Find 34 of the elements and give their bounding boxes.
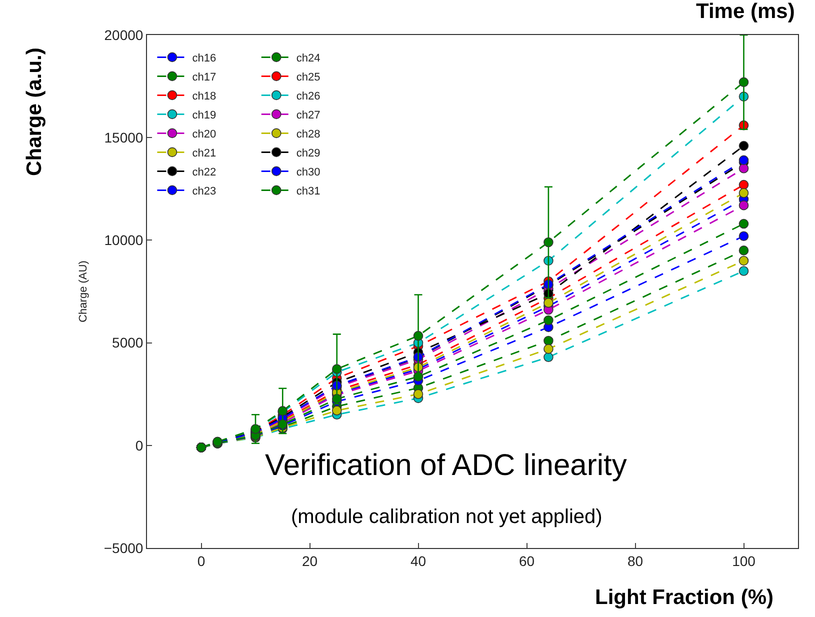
text: Time (ms) <box>696 0 795 23</box>
legend-label: ch25 <box>296 71 320 84</box>
y-tick-label: 5000 <box>112 334 144 351</box>
x-tick-label: 80 <box>627 552 644 569</box>
y-axis-title: Charge (AU) <box>78 260 90 322</box>
legend-label: ch30 <box>296 166 320 178</box>
x-tick-label: 0 <box>197 552 206 569</box>
y-tick-label: −5000 <box>104 540 144 556</box>
legend-label: ch27 <box>296 109 320 122</box>
legend-label: ch29 <box>296 147 320 160</box>
y-tick-label: 0 <box>135 437 144 454</box>
text: Charge (a.u.) <box>23 48 46 176</box>
x-tick-label: 60 <box>518 552 535 569</box>
y-tick-label: 20000 <box>104 26 144 43</box>
legend-label: ch22 <box>192 166 216 178</box>
annotation: (module calibration not yet applied) <box>291 506 602 528</box>
x-tick-label: 40 <box>410 552 426 569</box>
annotation: Verification of ADC linearity <box>265 449 627 482</box>
legend-label: ch31 <box>296 185 320 198</box>
x-tick-label: 20 <box>302 552 318 569</box>
legend-label: ch19 <box>192 109 216 122</box>
x-tick-label: 100 <box>732 552 756 569</box>
legend-label: ch16 <box>192 52 216 64</box>
y-tick-label: 10000 <box>104 232 144 248</box>
legend-label: ch21 <box>192 147 216 160</box>
legend-label: ch23 <box>192 185 216 198</box>
legend-label: ch24 <box>296 52 320 64</box>
legend-label: ch17 <box>192 71 216 84</box>
x-axis-title: Light Fraction (%) <box>595 586 774 609</box>
legend-label: ch26 <box>296 90 320 102</box>
legend-label: ch20 <box>192 128 216 140</box>
legend-label: ch28 <box>296 128 320 140</box>
legend-label: ch18 <box>192 90 216 102</box>
y-tick-label: 15000 <box>104 130 144 146</box>
